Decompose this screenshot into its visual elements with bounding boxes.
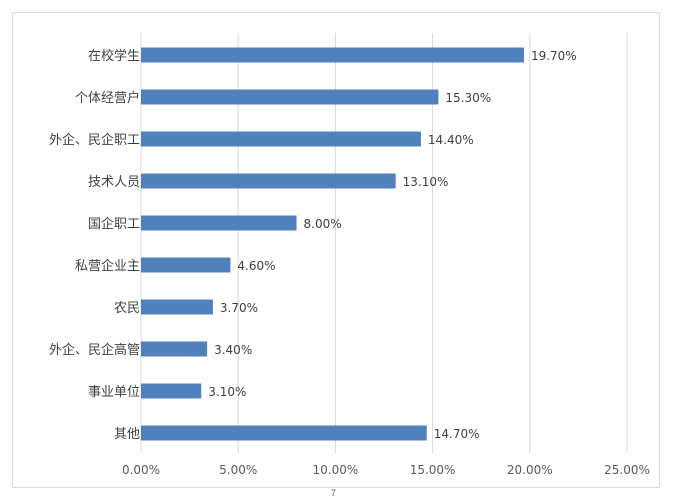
bar	[141, 383, 202, 399]
category-label: 个体经营户	[75, 90, 140, 106]
bar	[141, 215, 297, 231]
value-label: 19.70%	[531, 49, 577, 63]
category-label: 私营企业主	[75, 258, 140, 274]
value-label: 3.10%	[208, 385, 246, 399]
x-tick-label: 25.00%	[604, 463, 650, 477]
label-layer: 在校学生 19.70% 个体经营户 15.30% 外企、民企职工 14.40% 技术人员 13…	[49, 48, 577, 442]
bar	[141, 299, 213, 315]
footer-mark: 7	[331, 488, 337, 498]
value-label: 4.60%	[237, 259, 275, 273]
x-tick-label: 5.00%	[219, 463, 257, 477]
chart-frame: 在校学生 19.70% 个体经营户 15.30% 外企、民企职工 14.40% 技术人员 13…	[12, 12, 660, 488]
category-label: 外企、民企职工	[49, 132, 140, 148]
category-label: 事业单位	[88, 385, 140, 400]
x-tick-label: 15.00%	[410, 463, 456, 477]
x-tick-label: 10.00%	[313, 463, 359, 477]
value-label: 14.70%	[434, 427, 480, 441]
category-label: 在校学生	[88, 48, 140, 64]
bar	[141, 89, 439, 105]
value-label: 3.40%	[214, 343, 252, 357]
bar-layer	[141, 47, 524, 441]
value-label: 13.10%	[403, 175, 449, 189]
value-label: 3.70%	[220, 301, 258, 315]
x-tick-label: 20.00%	[507, 463, 553, 477]
value-label: 15.30%	[445, 91, 491, 105]
value-label: 8.00%	[304, 217, 342, 231]
category-label: 技术人员	[88, 175, 140, 190]
bar	[141, 257, 231, 273]
bar	[141, 173, 396, 189]
category-label: 国企职工	[88, 216, 140, 232]
value-label: 14.40%	[428, 133, 474, 147]
bar	[141, 131, 421, 147]
bar	[141, 425, 427, 441]
category-label: 农民	[114, 301, 140, 316]
category-label: 外企、民企高管	[49, 342, 140, 358]
x-tick-label: 0.00%	[122, 463, 160, 477]
tick-layer: 0.00% 5.00% 10.00% 15.00% 20.00% 25.00%	[122, 463, 650, 477]
bar	[141, 47, 524, 63]
bar	[141, 341, 208, 357]
category-label: 其他	[114, 427, 140, 442]
bar-chart: 在校学生 19.70% 个体经营户 15.30% 外企、民企职工 14.40% 技术人员 13…	[49, 33, 650, 477]
